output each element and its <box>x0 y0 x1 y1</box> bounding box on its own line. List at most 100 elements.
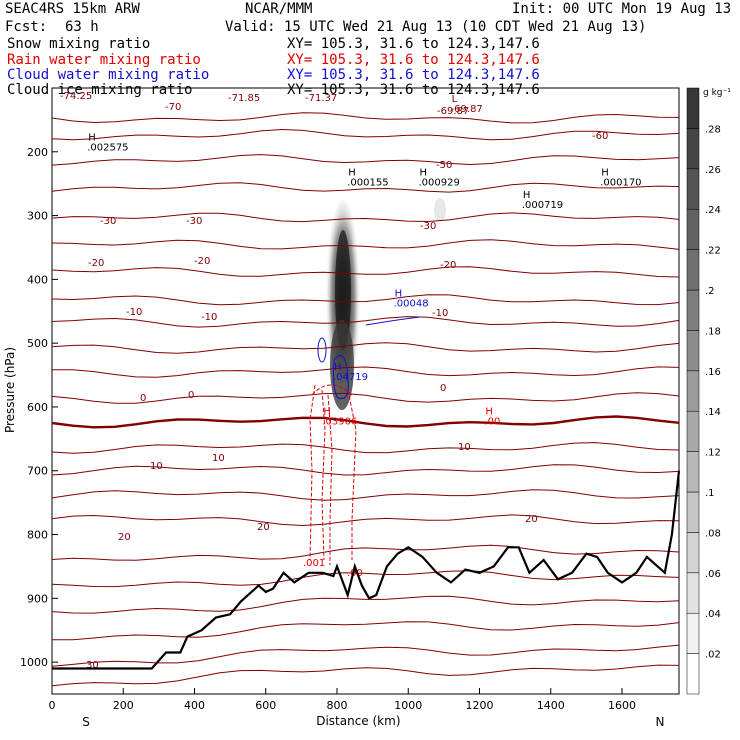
temperature-label: -30 <box>186 216 202 227</box>
x-end-label-left: S <box>82 715 90 729</box>
colorbar-tick-label: .28 <box>705 124 721 135</box>
temperature-contour <box>51 212 680 223</box>
rain-contour <box>347 389 357 560</box>
x-tick-label: 800 <box>327 699 348 712</box>
x-tick-label: 200 <box>113 699 134 712</box>
temperature-contour <box>51 294 680 306</box>
temperature-contour <box>51 182 680 193</box>
temperature-contour <box>51 112 680 124</box>
ice-patch <box>434 198 446 222</box>
field-xy-snow: XY= 105.3, 31.6 to 124.3,147.6 <box>287 36 540 52</box>
temperature-label: -50 <box>436 160 452 171</box>
max-marker: H <box>334 362 342 373</box>
temperature-label: -10 <box>201 312 217 323</box>
max-marker: H <box>523 190 531 201</box>
temperature-label: 20 <box>525 514 538 525</box>
x-tick-label: 0 <box>49 699 56 712</box>
colorbar-tick-label: .22 <box>705 246 721 257</box>
temperature-label: -74.25 <box>60 91 92 102</box>
temperature-label: -20 <box>194 256 210 267</box>
fcst-value: 63 h <box>65 19 99 35</box>
temperature-label: -20 <box>88 258 104 269</box>
temperature-contour <box>51 644 680 667</box>
temperature-contour <box>51 544 680 561</box>
field-name-cloud-ice: Cloud ice mixing ratio <box>7 82 193 98</box>
temperature-label: -71.37 <box>305 93 337 104</box>
max-value: .000170 <box>600 177 641 188</box>
max-marker: H <box>601 167 609 178</box>
max-value: .000155 <box>347 177 388 188</box>
colorbar-tick-label: .08 <box>705 528 721 539</box>
y-tick-label: 1000 <box>20 656 48 669</box>
max-value: -69.87 <box>451 104 483 115</box>
org-label: NCAR/MMM <box>245 1 313 17</box>
temperature-contour <box>51 442 680 454</box>
y-tick-label: 300 <box>27 210 48 223</box>
x-tick-label: 1200 <box>466 699 494 712</box>
temperature-contour <box>51 664 680 687</box>
temperature-label: 10 <box>150 461 163 472</box>
temperature-contour <box>51 239 680 250</box>
temperature-contour <box>51 415 680 429</box>
y-tick-label: 700 <box>27 465 48 478</box>
temperature-label: -20 <box>440 260 456 271</box>
rain-contour-label: .00 <box>347 568 363 579</box>
colorbar-segment <box>686 249 700 291</box>
field-xy-cloud-water: XY= 105.3, 31.6 to 124.3,147.6 <box>287 67 540 83</box>
y-tick-label: 800 <box>27 529 48 542</box>
colorbar-tick-label: .18 <box>705 326 721 337</box>
init-time: Init: 00 UTC Mon 19 Aug 13 <box>512 1 732 17</box>
temperature-contour <box>51 514 680 527</box>
field-name-cloud-water: Cloud water mixing ratio <box>7 67 210 83</box>
field-xy-cloud-ice: XY= 105.3, 31.6 to 124.3,147.6 <box>287 82 540 98</box>
temperature-label: 30 <box>86 660 99 671</box>
colorbar-segment <box>686 87 700 129</box>
model-title: SEAC4RS 15km ARW <box>5 1 140 17</box>
colorbar-tick-label: .26 <box>705 165 721 176</box>
temperature-label: -69.87 <box>437 106 469 117</box>
temperature-contour <box>51 342 680 354</box>
colorbar-tick-label: .12 <box>705 448 721 459</box>
colorbar-tick-label: .1 <box>705 488 715 499</box>
colorbar-segment <box>686 612 700 654</box>
colorbar-segment <box>686 208 700 250</box>
y-axis-label: Pressure (hPa) <box>3 347 17 433</box>
x-tick-label: 600 <box>255 699 276 712</box>
colorbar-segment <box>686 370 700 412</box>
temperature-label: -60 <box>592 131 608 142</box>
x-tick-label: 1400 <box>537 699 565 712</box>
temperature-label: 0 <box>440 383 446 394</box>
y-tick-label: 900 <box>27 592 48 605</box>
x-tick-label: 1000 <box>394 699 422 712</box>
temperature-label: 20 <box>257 522 270 533</box>
field-xy-rain: XY= 105.3, 31.6 to 124.3,147.6 <box>287 52 540 68</box>
colorbar-segment <box>686 532 700 574</box>
plot-frame <box>51 87 680 695</box>
colorbar-segment <box>686 572 700 614</box>
colorbar-segment <box>686 289 700 331</box>
terrain-line <box>52 470 681 670</box>
temperature-label: -30 <box>100 216 116 227</box>
max-value: .03906 <box>322 417 357 428</box>
y-tick-label: 200 <box>27 146 48 159</box>
colorbar-tick-label: .02 <box>705 650 721 661</box>
colorbar-tick-label: .2 <box>705 286 715 297</box>
temperature-label: 10 <box>212 453 225 464</box>
temperature-label: 0 <box>140 393 146 404</box>
colorbar-tick-label: .04 <box>705 609 721 620</box>
max-value: .002575 <box>87 142 128 153</box>
max-value: .000929 <box>419 177 460 188</box>
max-marker: H <box>88 132 96 143</box>
temperature-contour <box>51 392 680 404</box>
colorbar-unit: g kg⁻¹ <box>703 88 731 98</box>
cloud-water-contour <box>365 316 421 326</box>
temperature-label: -10 <box>432 308 448 319</box>
colorbar-segment <box>686 653 700 695</box>
y-tick-label: 600 <box>27 401 48 414</box>
colorbar-segment <box>686 451 700 493</box>
max-marker: L <box>452 94 458 105</box>
temperature-label: -71.85 <box>228 93 260 104</box>
temperature-contour <box>51 316 680 328</box>
temperature-label: 10 <box>458 442 471 453</box>
